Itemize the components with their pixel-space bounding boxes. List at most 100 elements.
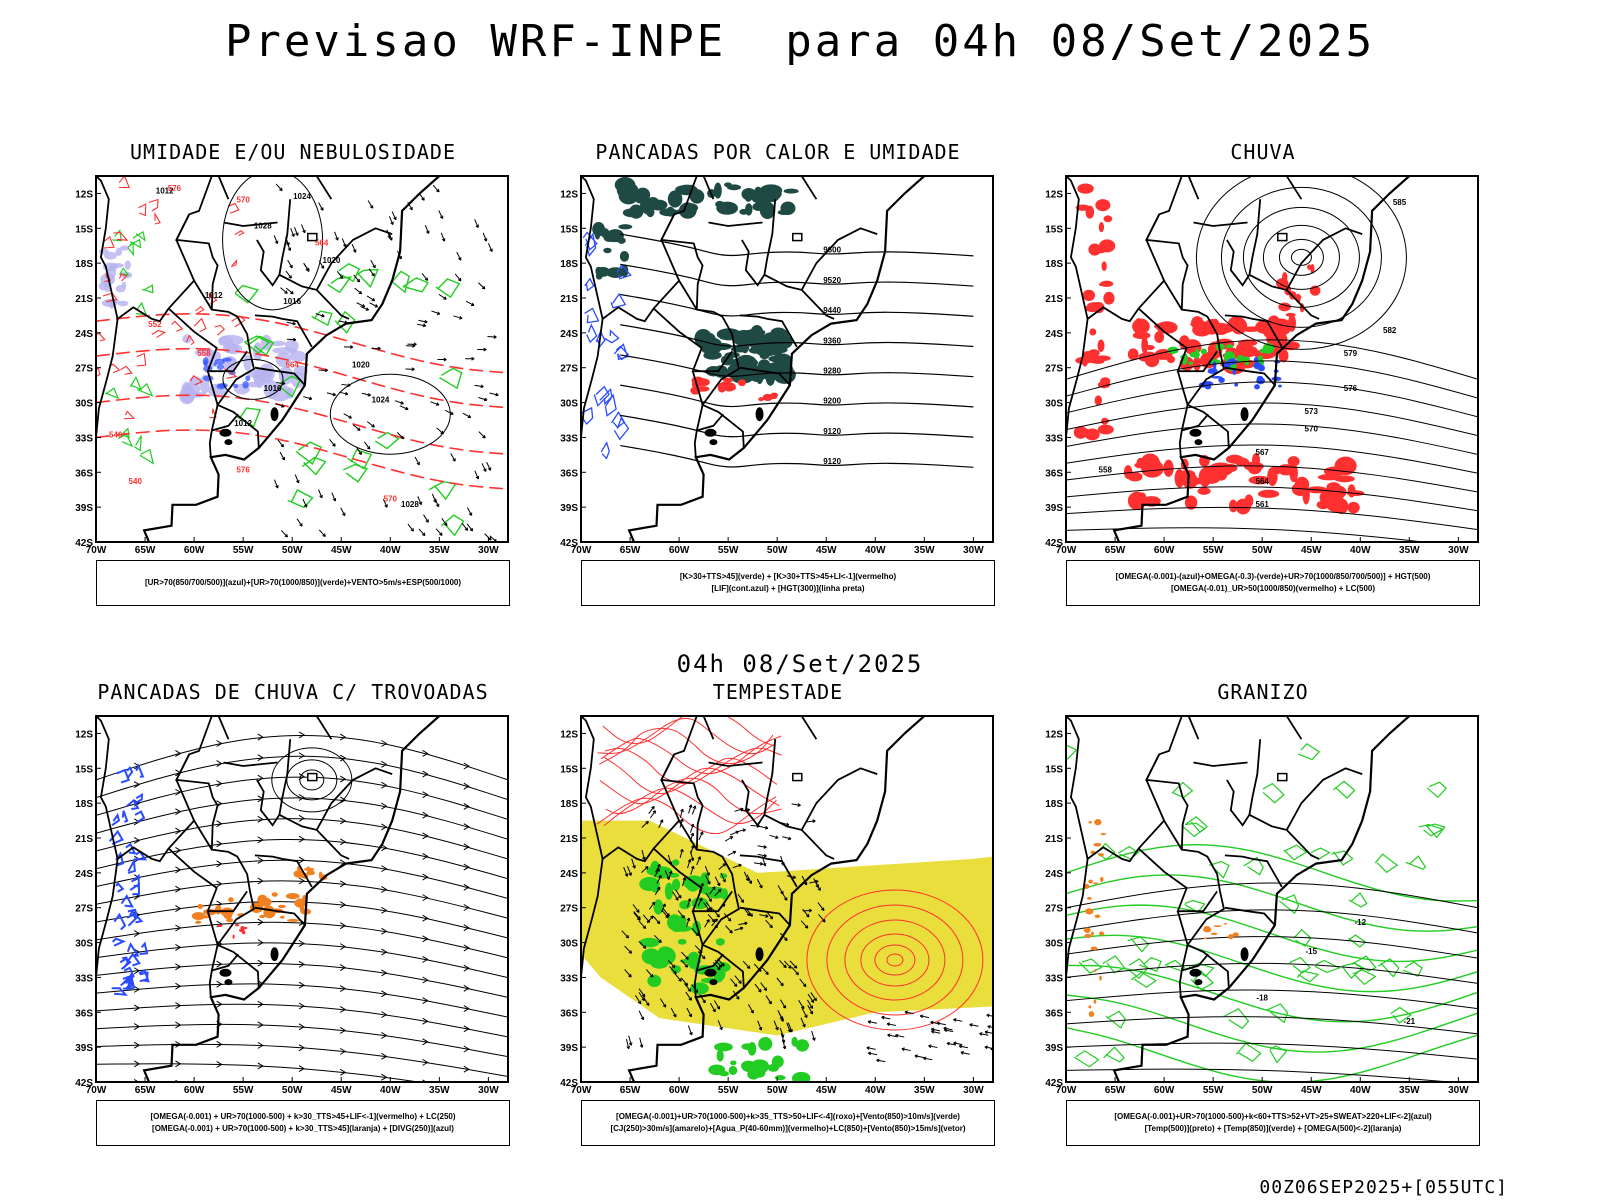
wind-vector [430,401,440,406]
wind-vector [285,270,292,279]
temp500-label: -15 [1305,947,1317,956]
border-line [315,176,333,200]
divergence-contour [120,894,134,908]
rain-area-blue [1256,375,1264,381]
wind-vector [318,202,324,211]
rain-area-blue [1253,362,1262,370]
lon-tick-label: 30W [1448,545,1469,556]
lon-tick-label: 70W [571,545,592,556]
wind850-area [671,878,681,891]
thunderstorm-area-red [240,926,244,930]
wind-vector [923,1057,933,1061]
wind-vector [443,357,447,362]
wind-vector [438,210,444,219]
border-line [223,761,278,767]
low-level-streamline [599,767,780,807]
wind-vector [887,1033,891,1038]
wind-vector [369,205,374,209]
divergence-contour [111,812,121,827]
lat-tick-label: 24S [560,329,578,340]
wind-vector [788,965,792,969]
streamline-arrow [381,760,388,768]
streamline-arrow [422,1017,429,1025]
unstable-area [622,208,640,218]
wind-vector [667,959,676,968]
wind-vector [769,834,779,839]
streamline-arrow [257,877,264,885]
legend-line: [OMEGA(-0.001) + UR>70(1000-500) + k>30_… [152,1124,454,1133]
lat-tick-label: 21S [560,294,578,305]
unstable-li-area [767,395,778,400]
lat-tick-label: 15S [560,224,578,235]
wind-vector [410,528,415,532]
wind-vector [806,999,813,1009]
streamline-arrow [257,939,264,947]
wind-vector [787,1022,793,1033]
border-line [1066,318,1089,443]
lowlevel-humidity-contour [402,277,429,293]
omega-area-orange [1099,975,1102,981]
lat-tick-label: 33S [560,973,578,984]
wind-vector [292,321,296,326]
main-title: Previsao WRF-INPE para 04h 08/Set/2025 [224,16,1376,67]
wind-vector [391,211,397,220]
low-level-streamline-cyclone [806,889,984,1031]
height-label: 585 [1393,198,1407,207]
streamline-arrow [463,802,470,810]
streamline-arrow [339,880,347,888]
omega-area-orange [1083,927,1091,933]
wind-vector [299,523,303,527]
wind-vector [760,982,768,991]
streamline-arrow [175,943,182,951]
wind-vector [468,512,473,516]
streamline-arrow [133,967,141,975]
lagoon [755,407,764,422]
lifted-index-contour [584,277,595,292]
wind-vector [361,392,371,396]
streamline-arrow [257,815,264,823]
temp850-contour [1066,934,1478,993]
wind-vector [639,1044,644,1048]
unstable-area [635,197,651,205]
wind-vector [806,820,816,823]
lon-tick-label: 60W [669,545,690,556]
wind-vector [439,215,444,219]
wind-vector [638,940,647,949]
wind-vector [358,290,363,295]
wind-vector [422,323,427,328]
wind-vector [686,898,691,908]
lon-tick-label: 45W [1301,545,1322,556]
lowlevel-humidity-contour [338,262,361,283]
wind-vector [641,997,646,1002]
wind-vector [748,880,753,884]
lat-tick-label: 39S [75,1043,93,1054]
wind-vector [354,287,362,295]
streamline-vortex [299,769,325,791]
thickness-label: 570 [236,196,250,205]
wind-vector [624,945,632,954]
wind-vector [705,901,713,911]
wind-vector [705,892,712,902]
run-info: 00Z06SEP2025+[055UTC] [1259,1177,1508,1198]
humidity-midlevel-area [100,273,116,286]
border-line [167,847,248,913]
streamline-arrow [422,1058,429,1066]
thunderstorm-area-orange [226,917,234,923]
divergence-contour [139,941,149,955]
wind-vector [687,988,692,992]
rain-area-red [1197,487,1211,495]
wind-vector [673,970,677,975]
height-label: 9440 [823,306,841,315]
streamline-arrow [422,914,429,922]
thunderstorm-area-red [241,930,246,935]
low-level-streamline [603,787,777,827]
divergence-contour [125,798,140,811]
lifted-index-contour [600,441,610,460]
wind-vector [659,819,664,823]
unstable-area [659,208,679,217]
wind-vector [348,415,352,419]
unstable-area [783,188,799,194]
pressure-center-ring [1262,224,1340,290]
wind-vector [674,973,682,982]
border-line [741,199,777,287]
